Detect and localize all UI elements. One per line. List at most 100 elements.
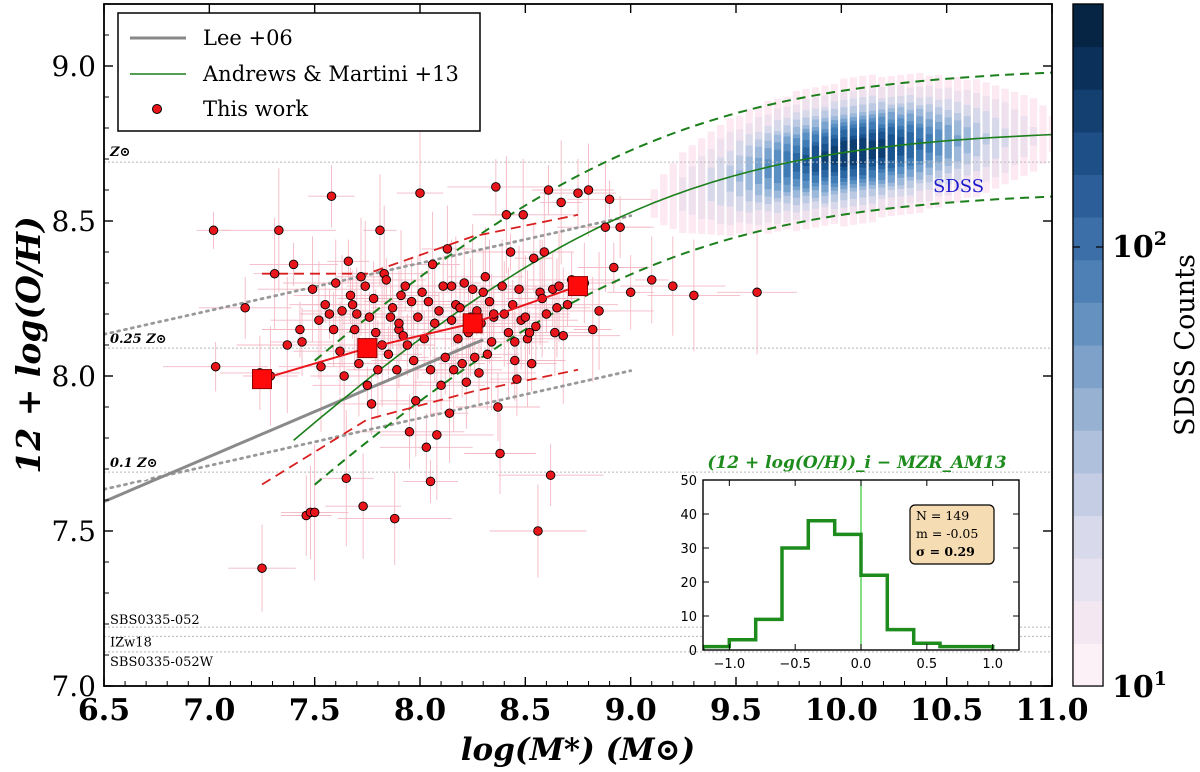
sdss-cell (811, 221, 820, 228)
sdss-cell (849, 185, 857, 192)
sdss-cell (754, 185, 763, 192)
sdss-cell (792, 187, 801, 194)
sdss-cell (878, 140, 886, 147)
sdss-cell (991, 163, 1000, 170)
inset-x-tick-label: −0.5 (779, 657, 811, 672)
data-point (339, 371, 349, 381)
sdss-cell (935, 201, 943, 208)
data-point (556, 197, 566, 208)
sdss-cell (906, 163, 914, 170)
sdss-cell (802, 211, 810, 219)
sdss-density-layer (650, 72, 1052, 237)
sdss-cell (1029, 113, 1038, 120)
sdss-cell (792, 139, 801, 146)
sdss-cell (707, 205, 715, 213)
sdss-cell (887, 94, 895, 101)
sdss-cell (726, 151, 734, 159)
sdss-cell (897, 186, 905, 193)
sdss-cell (840, 153, 848, 160)
sdss-cell (925, 131, 933, 138)
sdss-cell (887, 206, 895, 213)
sdss-cell (925, 105, 933, 112)
sdss-cell (679, 193, 687, 200)
sdss-cell (754, 170, 763, 177)
sdss-cell (963, 106, 971, 113)
sdss-cell (1020, 169, 1028, 176)
fit-lower-line (104, 369, 633, 491)
sdss-cell (868, 119, 876, 126)
data-point (335, 346, 345, 356)
sdss-cell (821, 197, 829, 204)
sdss-cell (878, 181, 886, 188)
sdss-cell (821, 104, 829, 111)
sdss-cell (1020, 106, 1028, 113)
sdss-cell (736, 152, 744, 160)
sdss-cell (660, 181, 668, 188)
sdss-cell (679, 152, 687, 159)
data-point (316, 361, 326, 372)
data-point (436, 380, 446, 391)
sdss-cell (925, 90, 933, 97)
sdss-cell (897, 182, 905, 190)
sdss-cell (802, 159, 810, 167)
bin-median-marker (252, 369, 272, 390)
sdss-cell (726, 211, 734, 218)
sdss-cell (811, 165, 820, 172)
sdss-cell (821, 212, 829, 219)
sdss-cell (754, 162, 763, 170)
sdss-cell (811, 191, 820, 198)
sdss-cell (707, 142, 715, 149)
y-tick-label: 8.5 (51, 205, 96, 238)
sdss-cell (669, 163, 677, 170)
sdss-cell (963, 161, 971, 169)
sdss-cell (1001, 174, 1009, 181)
sdss-cell (792, 169, 801, 176)
data-point (347, 299, 358, 310)
data-point (480, 272, 491, 282)
sdss-cell (764, 227, 772, 234)
sdss-cell (982, 108, 990, 115)
sdss-cell (944, 81, 952, 88)
sdss-cell (811, 117, 820, 124)
sdss-cell (1029, 135, 1038, 142)
sdss-cell (887, 191, 895, 198)
sdss-cell (764, 112, 772, 119)
sdss-cell (698, 145, 706, 153)
sdss-cell (811, 206, 820, 213)
sdss-cell (745, 202, 753, 209)
sdss-cell (1001, 111, 1009, 118)
sdss-cell (840, 101, 848, 108)
sdss-cell (954, 184, 962, 192)
sdss-cell (745, 198, 753, 205)
sdss-cell (944, 189, 952, 196)
sdss-cell (935, 186, 943, 193)
sdss-cell (991, 171, 1000, 178)
sdss-cell (802, 133, 810, 140)
sdss-cell (954, 177, 962, 184)
sdss-cell (1020, 143, 1028, 150)
sdss-cell (868, 182, 876, 189)
sdss-cell (736, 145, 744, 152)
sdss-cell (764, 212, 772, 219)
sdss-cell (707, 150, 715, 157)
sdss-cell (811, 150, 820, 157)
sdss-cell (783, 185, 791, 193)
inset-x-tick-label: −1.0 (714, 657, 746, 672)
sdss-cell (878, 106, 886, 114)
sdss-cell (963, 165, 971, 172)
colorbar-band (1073, 515, 1103, 559)
lee06-line-dash (104, 334, 484, 498)
sdss-cell (973, 79, 981, 86)
sdss-cell (1001, 148, 1009, 155)
sdss-cell (802, 126, 810, 133)
sdss-cell (811, 128, 820, 135)
sdss-cell (878, 196, 886, 203)
sdss-cell (944, 114, 952, 122)
sdss-cell (745, 194, 753, 202)
sdss-cell (754, 173, 763, 181)
sdss-cell (868, 78, 876, 85)
sdss-cell (1039, 105, 1047, 112)
sdss-cell (963, 124, 971, 131)
sdss-cell (887, 202, 895, 209)
sdss-cell (1020, 158, 1028, 165)
